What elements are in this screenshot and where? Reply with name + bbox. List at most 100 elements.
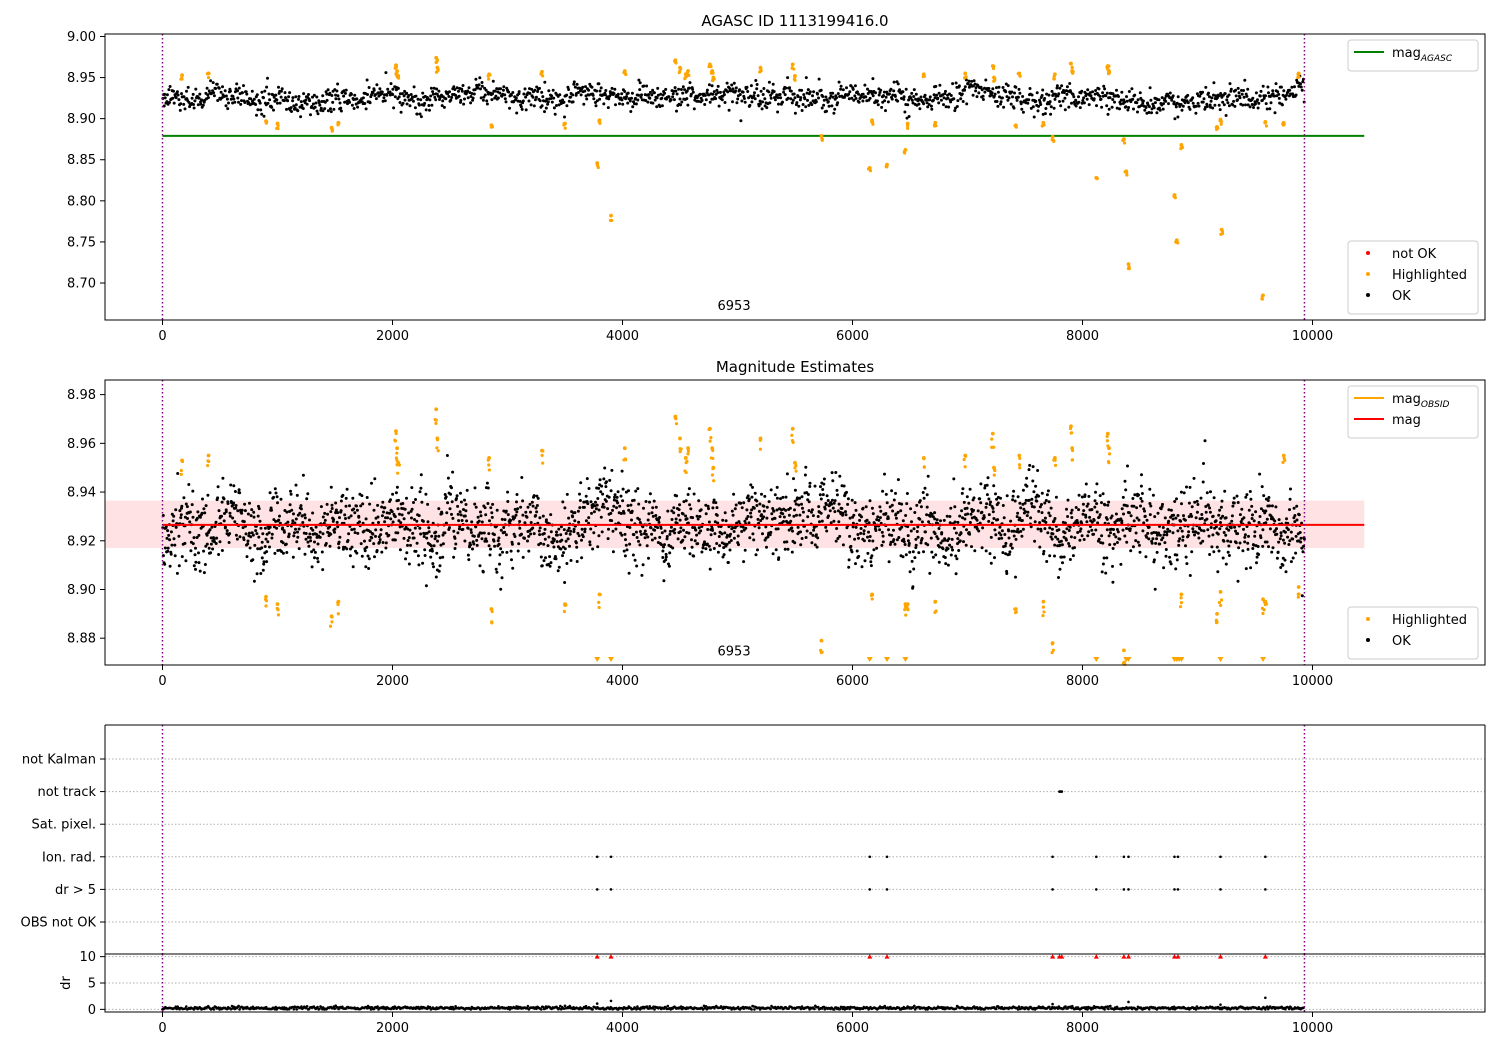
ok-point (741, 90, 745, 94)
y-tick-label: 8.95 (67, 71, 96, 86)
ok-point (637, 518, 641, 521)
ok-point (501, 550, 504, 554)
ok-point (819, 497, 823, 501)
ok-point (958, 514, 962, 518)
ok-point (334, 93, 338, 97)
ok-point (416, 554, 420, 558)
ok-point (293, 531, 296, 535)
ok-point (1148, 487, 1152, 491)
ok-point (555, 530, 558, 534)
ok-point (424, 584, 428, 588)
highlighted-point (993, 78, 997, 83)
highlighted-point (1013, 607, 1017, 611)
ok-point (948, 543, 952, 547)
ok-point (519, 105, 523, 109)
ok-point (1271, 89, 1275, 93)
ok-point (1080, 89, 1084, 93)
ok-point (215, 82, 219, 86)
ok-point (1101, 91, 1105, 95)
ok-point (415, 112, 419, 116)
ok-point (280, 87, 284, 91)
ok-point (615, 506, 618, 510)
ok-point (699, 508, 703, 512)
ok-point (1242, 527, 1245, 531)
ok-point (850, 550, 854, 554)
flag-point (609, 888, 613, 891)
ok-point (380, 514, 384, 518)
highlighted-point (790, 426, 795, 431)
ok-point (912, 95, 916, 98)
ok-point (410, 95, 414, 99)
ok-point (1070, 516, 1074, 519)
ok-point (1014, 85, 1018, 89)
ok-point (675, 109, 678, 113)
ok-point (162, 104, 166, 108)
highlighted-point (608, 218, 613, 222)
highlighted-point (1219, 232, 1223, 236)
ok-point (344, 517, 347, 520)
ok-point (673, 531, 677, 535)
ok-point (198, 569, 202, 573)
ok-point (697, 499, 701, 503)
ok-point (626, 101, 630, 105)
ok-point (532, 494, 536, 498)
ok-point (959, 532, 963, 535)
ok-point (246, 539, 250, 543)
flag-point (1122, 855, 1126, 859)
ok-point (1144, 106, 1148, 109)
ok-point (1194, 516, 1198, 520)
ok-point (1012, 529, 1016, 533)
ok-point (540, 564, 544, 568)
ok-point (362, 529, 366, 533)
ok-point (1185, 485, 1188, 489)
ok-point (1254, 510, 1258, 514)
ok-point (809, 531, 813, 535)
highlighted-point (276, 126, 280, 131)
ok-point (371, 532, 375, 536)
ok-point (915, 530, 919, 533)
ok-point (405, 102, 409, 106)
ok-point (1082, 101, 1086, 105)
ok-point (294, 527, 297, 531)
ok-point (495, 570, 499, 574)
ok-point (173, 554, 177, 558)
ok-point (984, 78, 988, 82)
ok-point (1084, 482, 1088, 486)
ok-point (291, 96, 295, 100)
ok-point (864, 505, 868, 509)
ok-point (808, 481, 812, 485)
highlighted-point (206, 453, 211, 458)
ok-point (637, 539, 640, 543)
ok-point (1018, 91, 1022, 95)
ok-point (731, 513, 735, 517)
ok-point (1258, 94, 1262, 98)
ok-point (413, 106, 417, 110)
ok-point (1275, 556, 1279, 560)
ok-point (295, 493, 299, 497)
highlighted-point (490, 621, 494, 625)
ok-point (1211, 514, 1215, 518)
ok-point (371, 91, 375, 95)
ok-point (1086, 534, 1090, 538)
ok-point (988, 552, 992, 556)
ok-point (828, 509, 832, 513)
ok-point (590, 511, 593, 515)
ok-point (602, 102, 606, 106)
ok-point (535, 504, 539, 507)
ok-point (844, 510, 847, 514)
ok-point (529, 521, 533, 524)
ok-point (190, 503, 194, 507)
highlighted-point (712, 479, 716, 483)
ok-point (984, 549, 988, 553)
ok-point (704, 512, 708, 516)
ok-point (309, 539, 313, 543)
ok-point (549, 561, 553, 565)
ok-point (806, 98, 809, 102)
ok-point (1098, 513, 1102, 517)
ok-point (1153, 515, 1157, 519)
ok-point (707, 507, 710, 511)
ok-point (302, 92, 306, 96)
ok-point (667, 95, 671, 99)
ok-point (1004, 90, 1008, 94)
flag-point (868, 888, 872, 891)
